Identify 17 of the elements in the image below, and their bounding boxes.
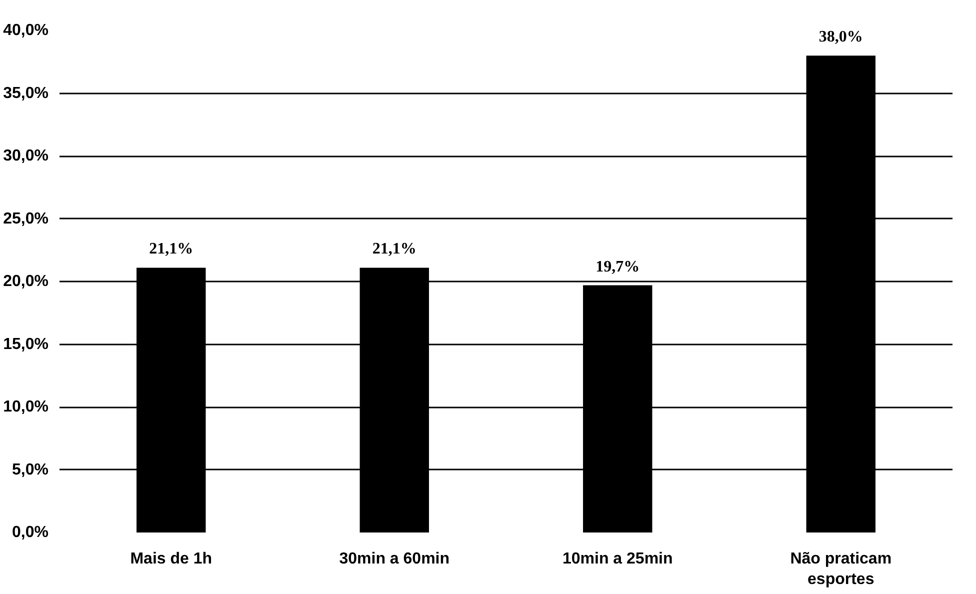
data-label: 21,1%	[149, 240, 194, 258]
data-label: 38,0%	[818, 28, 863, 46]
y-tick-label: 0,0%	[12, 524, 48, 541]
x-tick-label: 30min a 60min	[339, 550, 450, 568]
y-tick-label: 30,0%	[3, 148, 49, 164]
y-tick-label: 15,0%	[3, 336, 49, 353]
x-tick-label: 10min a 25min	[562, 550, 673, 568]
x-tick-label: Mais de 1h	[130, 550, 212, 568]
y-tick-label: 25,0%	[3, 210, 49, 228]
y-tick-label: 5,0%	[12, 461, 48, 478]
x-tick-label: Não praticam esportes	[790, 550, 892, 588]
y-tick-label: 35,0%	[3, 84, 49, 102]
y-tick-label: 20,0%	[3, 273, 49, 290]
data-label: 21,1%	[372, 240, 416, 258]
data-label: 19,7%	[596, 258, 640, 276]
y-tick-label: 40,0%	[3, 22, 49, 39]
y-tick-label: 10,0%	[3, 398, 49, 416]
